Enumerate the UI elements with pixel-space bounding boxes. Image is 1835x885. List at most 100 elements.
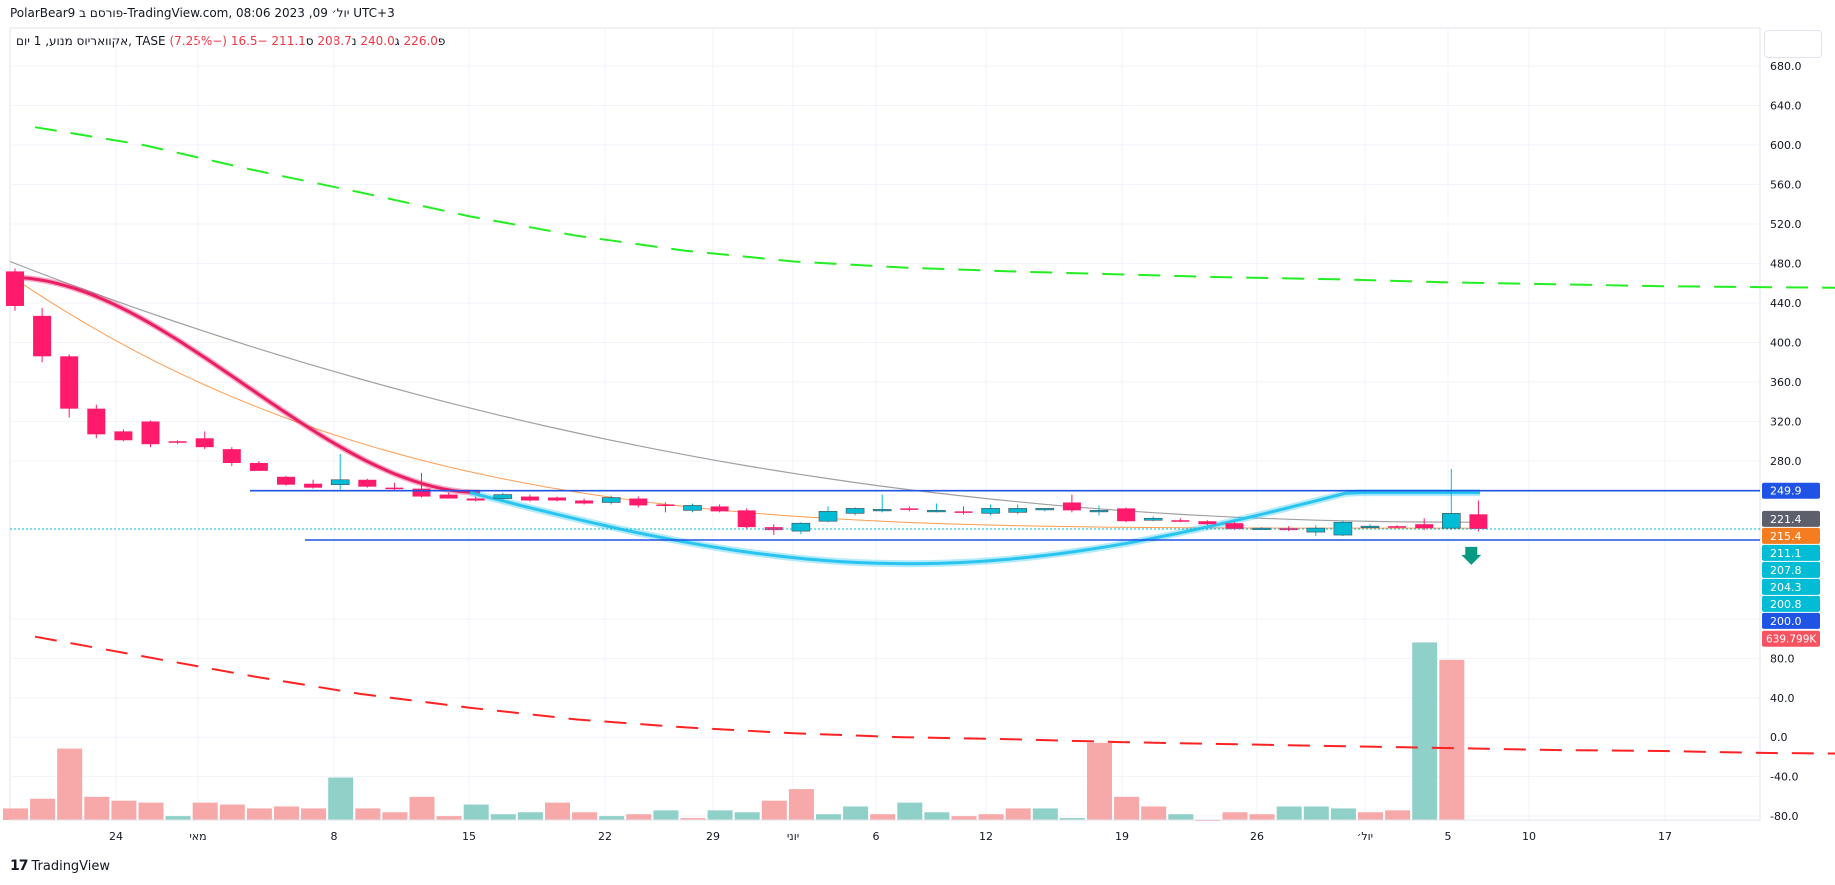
candle-body: [1360, 525, 1380, 528]
volume-bar: [545, 802, 570, 820]
time-tick-label: יוני: [787, 830, 799, 843]
volume-bar: [843, 806, 869, 820]
candlesticks: [6, 268, 1488, 537]
price-axis[interactable]: 680.0 640.0 600.0 560.0 520.0 480.0 440.0 400.0…: [1770, 60, 1802, 823]
candle-body: [791, 522, 811, 532]
candle-body: [548, 497, 566, 501]
red-dashed-line: [34, 635, 1835, 755]
candle-body: [1442, 513, 1461, 529]
candle-body: [304, 483, 323, 488]
volume-bar: [1032, 808, 1058, 820]
price-tick-label: 440.0: [1770, 297, 1802, 310]
candle-body: [1415, 524, 1434, 529]
volume-bar: [84, 796, 110, 820]
candle-body: [87, 408, 106, 435]
volume-bar: [1168, 814, 1194, 820]
price-label-box: [1762, 612, 1820, 629]
volume-bar: [788, 789, 814, 820]
grid-lines: [9, 27, 1761, 821]
volume-bar: [409, 796, 435, 820]
candle-body: [277, 476, 295, 485]
candle-body: [1117, 508, 1136, 522]
time-tick-label: 6: [873, 830, 880, 843]
time-tick-label: 15: [462, 830, 476, 843]
tradingview-logo-icon: 17: [10, 858, 29, 874]
candle-body: [1225, 523, 1244, 530]
volume-bar: [1303, 806, 1329, 820]
volume-bar: [517, 812, 543, 820]
time-tick-label: 19: [1115, 830, 1129, 843]
price-tick-label: 560.0: [1770, 179, 1802, 192]
price-label-text: 200.8: [1770, 598, 1802, 611]
candle-body: [818, 511, 838, 522]
volume-bar: [816, 814, 841, 820]
candle-body: [1062, 502, 1081, 511]
price-tick-label: 680.0: [1770, 60, 1802, 73]
oscillator-tick-label: 80.0: [1770, 652, 1795, 665]
candle-body: [439, 494, 458, 499]
volume-bar: [30, 798, 56, 820]
oscillator-tick-label: -40.0: [1770, 771, 1798, 784]
volume-bar: [463, 804, 489, 820]
volume-bar: [1330, 808, 1356, 820]
volume-bar: [138, 802, 164, 820]
volume-bar: [1059, 818, 1085, 820]
candle-body: [954, 511, 973, 513]
volume-bar: [219, 804, 245, 820]
candle-body: [1171, 520, 1190, 522]
volume-bar: [1412, 642, 1438, 820]
candle-body: [764, 527, 783, 531]
candle-body: [629, 498, 648, 506]
price-scale-settings-button[interactable]: [1764, 30, 1822, 58]
candle-body: [872, 509, 892, 512]
price-label-text: 221.4: [1770, 513, 1802, 526]
candle-body: [249, 462, 268, 471]
price-label-text: 200.0: [1770, 615, 1802, 628]
volume-bar: [1005, 808, 1031, 820]
time-tick-label: 5: [1445, 830, 1452, 843]
volume-bar: [355, 808, 381, 820]
volume-bar: [653, 810, 679, 820]
candle-body: [1089, 510, 1109, 513]
price-tick-label: 320.0: [1770, 416, 1802, 429]
volume-bar: [951, 816, 977, 820]
volume-bar: [490, 814, 516, 820]
volume-bar: [328, 777, 354, 820]
high-label: ג: [394, 34, 400, 48]
time-tick-label: 24: [109, 830, 123, 843]
down-arrow-icon: [1461, 546, 1482, 565]
price-tick-label: 520.0: [1770, 218, 1802, 231]
price-label-text: 211.1: [1770, 547, 1802, 560]
candle-body: [1008, 508, 1028, 513]
open-label: פ: [437, 34, 446, 48]
candle-body: [222, 449, 241, 463]
horizontal-levels[interactable]: [10, 489, 1760, 565]
volume-bar: [978, 814, 1004, 820]
volume-bar: [572, 812, 598, 820]
price-label-box: [1762, 595, 1820, 612]
price-label-box: [1762, 578, 1820, 595]
price-label-box: [1762, 561, 1820, 578]
candle-body: [981, 508, 1000, 514]
symbol-legend[interactable]: אקוואריוס מנוע, 1 יום, TASE פ226.0 ג240.…: [16, 34, 445, 48]
volume-bar: [111, 800, 137, 820]
candle-body: [493, 494, 513, 499]
volume-bar: [734, 812, 760, 820]
volume-bar: [1087, 742, 1112, 820]
candle-body: [330, 479, 350, 486]
symbol-name[interactable]: אקוואריוס מנוע, 1 יום, TASE: [16, 34, 166, 48]
volume-bar: [1276, 806, 1302, 820]
oscillator-tick-label: -80.0: [1770, 810, 1798, 823]
footer-brand[interactable]: 17 TradingView: [10, 858, 110, 874]
price-label-box: [1762, 527, 1820, 544]
candle-body: [1306, 527, 1326, 533]
price-tick-label: 280.0: [1770, 455, 1802, 468]
price-labels: 249.9 221.4 215.4 211.1 207.8 204.3 200.8 200.0…: [1762, 482, 1820, 647]
candle-body: [385, 487, 404, 490]
volume-bar: [436, 816, 462, 820]
volume-bar: [680, 818, 706, 820]
volume-bar: [382, 812, 408, 820]
time-axis[interactable]: 24 מאי 8 15 22 29 יוני 6 12 19 26 יול׳ 5 10 17: [10, 819, 1760, 843]
candle-body: [601, 497, 621, 503]
